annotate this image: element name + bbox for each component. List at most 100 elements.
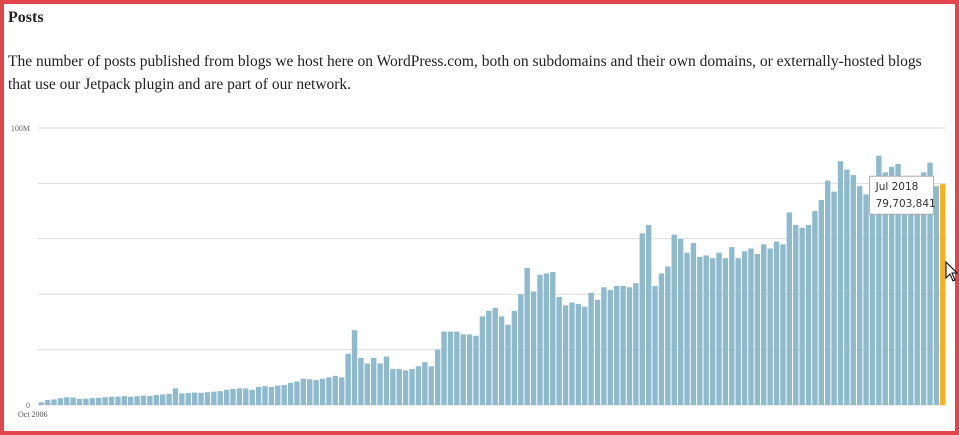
bar	[582, 306, 588, 405]
bar	[191, 392, 198, 405]
bar	[460, 334, 466, 405]
bar	[486, 310, 492, 405]
bar	[793, 224, 799, 405]
bar	[268, 386, 275, 405]
bar	[319, 378, 326, 405]
bar	[626, 287, 633, 405]
bar	[754, 254, 761, 405]
bar	[735, 258, 741, 405]
bar	[844, 169, 850, 405]
bar	[166, 393, 172, 405]
bar	[786, 212, 793, 405]
bar	[434, 349, 441, 405]
bar	[569, 302, 575, 405]
bar	[920, 172, 927, 405]
chart-subtitle: The number of posts published from blogs…	[8, 53, 922, 93]
bar	[147, 395, 153, 405]
bar	[658, 273, 665, 405]
y-tick-label: 0	[26, 401, 30, 410]
bar	[645, 224, 652, 405]
bar	[601, 287, 607, 405]
tooltip-category: Jul 2018	[875, 181, 919, 193]
bar	[339, 377, 345, 405]
bar	[179, 393, 185, 405]
bar	[255, 386, 262, 405]
bar	[825, 180, 831, 405]
bar	[76, 398, 83, 405]
bar	[613, 285, 620, 405]
bar	[722, 258, 729, 405]
bar	[940, 184, 946, 405]
bar	[550, 272, 556, 405]
bar	[223, 389, 230, 405]
bar	[620, 285, 626, 405]
bar	[831, 191, 837, 405]
bar	[818, 200, 825, 405]
bar	[709, 258, 716, 405]
bar	[716, 252, 722, 405]
bar	[441, 331, 447, 405]
bar	[805, 224, 812, 405]
y-tick-label: 100M	[11, 124, 30, 133]
bar	[83, 398, 89, 405]
bar	[888, 166, 895, 405]
bar	[908, 177, 914, 405]
bar	[115, 396, 121, 405]
bar	[479, 316, 486, 405]
bar	[243, 388, 249, 405]
bar	[422, 362, 428, 405]
bar	[121, 396, 128, 405]
bar	[428, 366, 434, 405]
bar	[703, 255, 709, 405]
bar	[454, 331, 460, 405]
bar	[671, 234, 677, 405]
bar	[364, 363, 371, 405]
bar	[677, 238, 684, 405]
bar	[351, 330, 358, 405]
bar	[530, 291, 537, 405]
bar	[358, 357, 364, 405]
bar	[498, 316, 505, 405]
bar	[377, 363, 383, 405]
bar	[345, 353, 351, 405]
bar	[402, 370, 409, 405]
bar	[230, 388, 236, 405]
bar	[294, 381, 300, 405]
bar	[933, 186, 940, 405]
bar	[543, 273, 550, 405]
bar	[562, 305, 569, 405]
tooltip-value: 79,703,841	[876, 198, 936, 210]
bar	[204, 392, 211, 405]
bar	[869, 186, 876, 405]
bar	[575, 303, 582, 405]
bar	[51, 399, 57, 405]
bars	[38, 155, 946, 405]
bar	[773, 241, 780, 405]
labels: 0 100M Oct 2006	[11, 124, 48, 419]
bar	[473, 335, 479, 405]
mouse-cursor	[945, 260, 959, 282]
bar	[652, 285, 658, 405]
bar	[927, 162, 933, 405]
bar	[108, 396, 115, 405]
bar	[217, 391, 223, 405]
bar	[281, 385, 287, 405]
bar	[198, 392, 204, 405]
bar	[447, 331, 454, 405]
bar	[300, 378, 307, 405]
bar	[729, 247, 735, 405]
bar	[134, 396, 140, 405]
bar	[275, 385, 281, 405]
bar	[748, 248, 754, 405]
bar	[185, 393, 191, 405]
bar	[850, 175, 856, 405]
bar	[492, 308, 498, 405]
bar	[665, 266, 671, 405]
bar	[128, 396, 134, 405]
bar	[767, 248, 773, 405]
bar	[96, 397, 102, 405]
bar	[837, 161, 844, 405]
bar	[44, 400, 51, 405]
